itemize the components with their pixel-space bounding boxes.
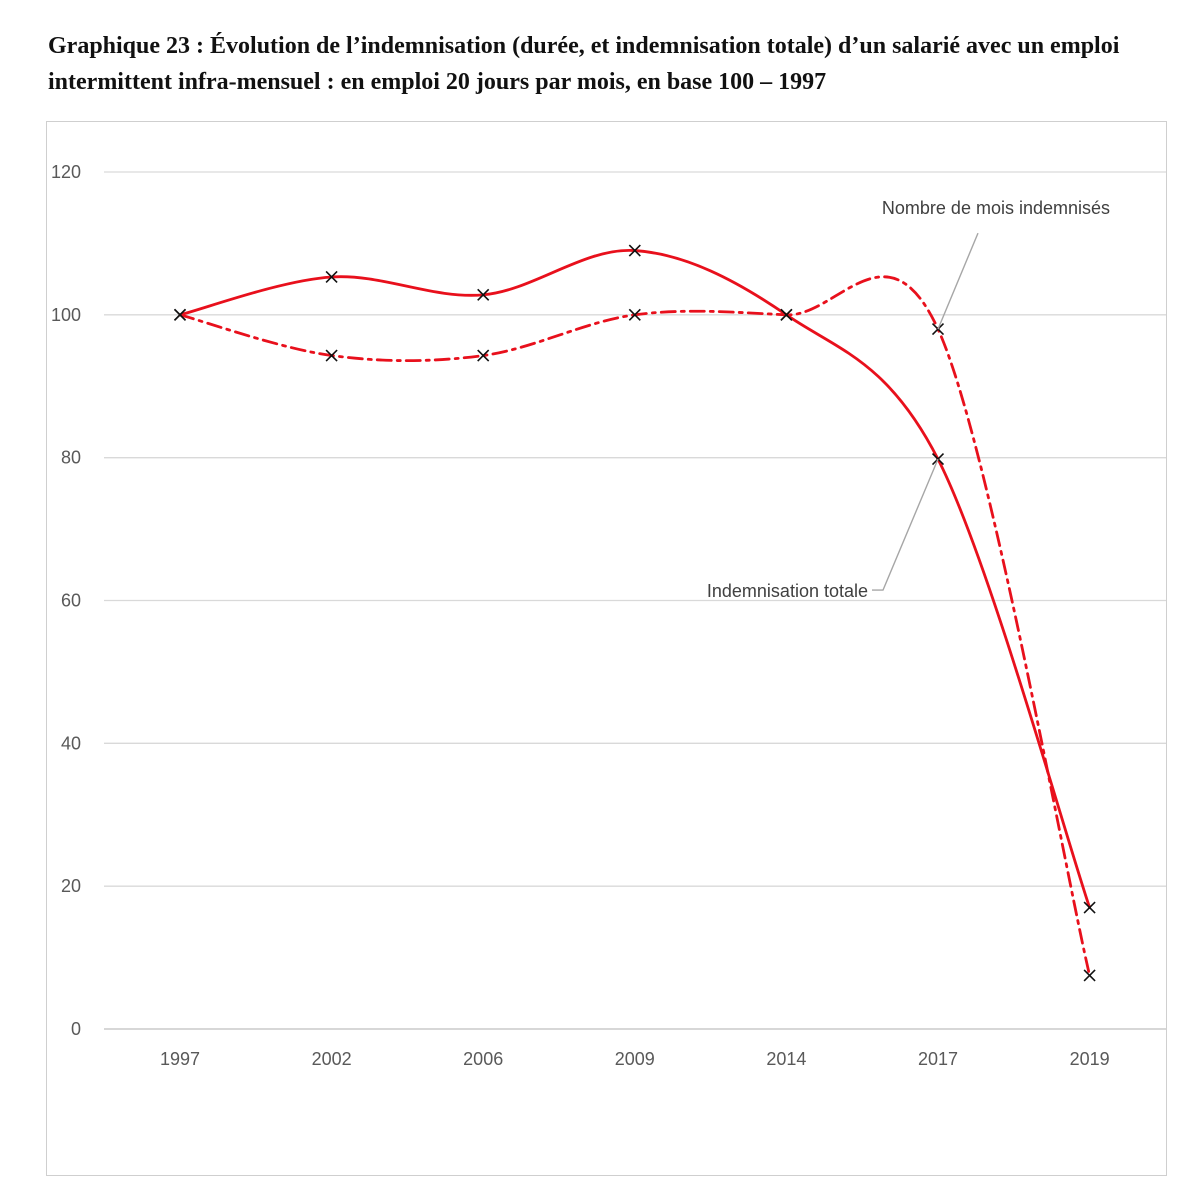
x-tick-label: 2009 [615, 1049, 655, 1069]
annotation-leader-line [872, 458, 939, 591]
y-tick-label: 120 [51, 162, 81, 182]
y-tick-label: 80 [61, 448, 81, 468]
series-lines [178, 249, 1091, 977]
y-axis-ticks: 0 20 40 60 80 100 120 [51, 162, 81, 1039]
y-tick-label: 60 [61, 591, 81, 611]
data-point-marker [325, 349, 338, 362]
data-point-marker [628, 308, 641, 321]
chart-frame [46, 121, 1167, 1176]
data-point-marker [477, 349, 490, 362]
y-tick-label: 100 [51, 305, 81, 325]
y-tick-label: 0 [71, 1019, 81, 1039]
data-point-marker [628, 244, 641, 257]
annotation-leader-line [937, 232, 979, 330]
series-line-1 [178, 249, 1091, 909]
data-point-marker [173, 308, 187, 321]
data-point-marker [1083, 969, 1096, 982]
figure-title: Graphique 23 : Évolution de l’indemnisat… [48, 33, 1120, 95]
annotation-label: Nombre de mois indemnisés [882, 198, 1110, 218]
annotation-label: Indemnisation totale [707, 581, 868, 601]
x-tick-label: 1997 [160, 1049, 200, 1069]
x-tick-label: 2014 [766, 1049, 806, 1069]
x-axis-ticks: 1997 2002 2006 2009 2014 2017 2019 [160, 1049, 1110, 1069]
data-point-marker [1083, 901, 1096, 914]
data-point-marker [477, 288, 490, 301]
gridlines [104, 171, 1166, 1030]
annotations: Nombre de mois indemnisés Indemnisation t… [707, 198, 1110, 601]
y-tick-label: 20 [61, 876, 81, 896]
x-tick-label: 2017 [918, 1049, 958, 1069]
x-tick-label: 2019 [1070, 1049, 1110, 1069]
x-tick-label: 2002 [312, 1049, 352, 1069]
data-point-marker [325, 270, 338, 284]
y-tick-label: 40 [61, 733, 81, 753]
series-line-2 [178, 275, 1091, 977]
x-tick-label: 2006 [463, 1049, 503, 1069]
data-point-marker [780, 308, 793, 321]
series-markers [173, 244, 1096, 982]
